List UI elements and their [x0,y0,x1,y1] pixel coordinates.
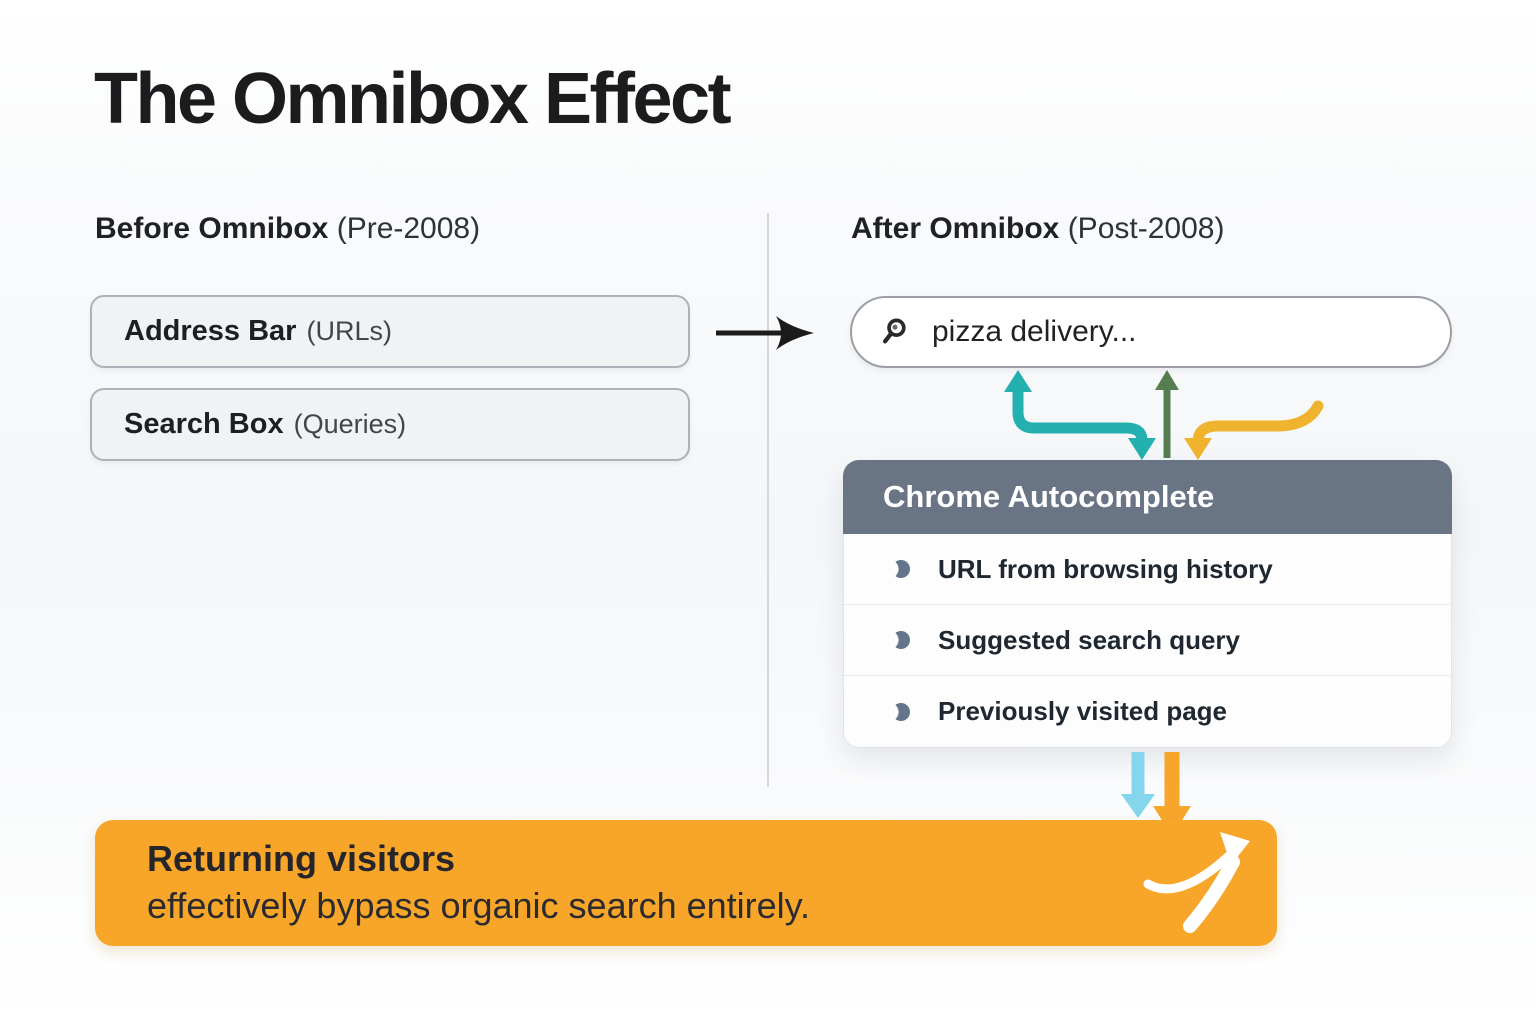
yellow-visited-arrow-icon [1184,400,1324,460]
address-bar-sublabel: (URLs) [306,316,392,346]
swoosh-arrow-icon [1143,832,1250,933]
omnibox-input[interactable]: pizza delivery... [850,296,1452,368]
before-heading-rest: (Pre-2008) [328,212,481,245]
transition-arrow-icon [716,316,814,350]
before-heading: Before Omnibox (Pre-2008) [95,212,480,246]
autocomplete-feedback-arrows [1004,370,1324,460]
omnibox-query-text: pizza delivery... [932,315,1137,348]
banner-line1: Returning visitors [147,838,456,880]
autocomplete-item-label: Previously visited page [938,696,1228,726]
autocomplete-item-suggestion[interactable]: Suggested search query [844,605,1451,676]
autocomplete-item-label: Suggested search query [938,624,1240,655]
after-heading: After Omnibox (Post-2008) [851,212,1224,246]
page-title: The Omnibox Effect [94,59,732,139]
autocomplete-item-visited[interactable]: Previously visited page [844,676,1451,747]
before-heading-bold: Before Omnibox [95,212,329,245]
column-divider [767,213,769,787]
address-bar-label: Address Bar [124,315,297,347]
banner-line2: effectively bypass organic search entire… [147,885,810,926]
autocomplete-item-label: URL from browsing history [938,553,1273,584]
after-heading-rest: (Post-2008) [1059,212,1225,245]
history-bullet-icon [892,560,910,578]
green-suggest-arrow-icon [1155,370,1179,458]
autocomplete-item-history[interactable]: URL from browsing history [844,534,1451,605]
sky-down-arrow-icon [1121,752,1155,818]
address-bar-box: Address Bar (URLs) [90,295,690,368]
search-box-box: Search Box (Queries) [90,388,690,461]
autocomplete-panel: Chrome Autocomplete URL from browsing hi… [843,460,1452,748]
visited-bullet-icon [892,702,910,721]
autocomplete-header: Chrome Autocomplete [843,460,1452,534]
autocomplete-list: URL from browsing history Suggested sear… [843,534,1452,748]
after-heading-bold: After Omnibox [851,212,1060,245]
search-box-sublabel: (Queries) [293,409,407,439]
suggestion-bullet-icon [892,631,910,649]
search-icon [882,318,906,344]
teal-history-arrow-icon [1004,370,1156,460]
search-box-label: Search Box [124,408,284,440]
conclusion-banner: Returning visitors effectively bypass or… [95,820,1277,946]
